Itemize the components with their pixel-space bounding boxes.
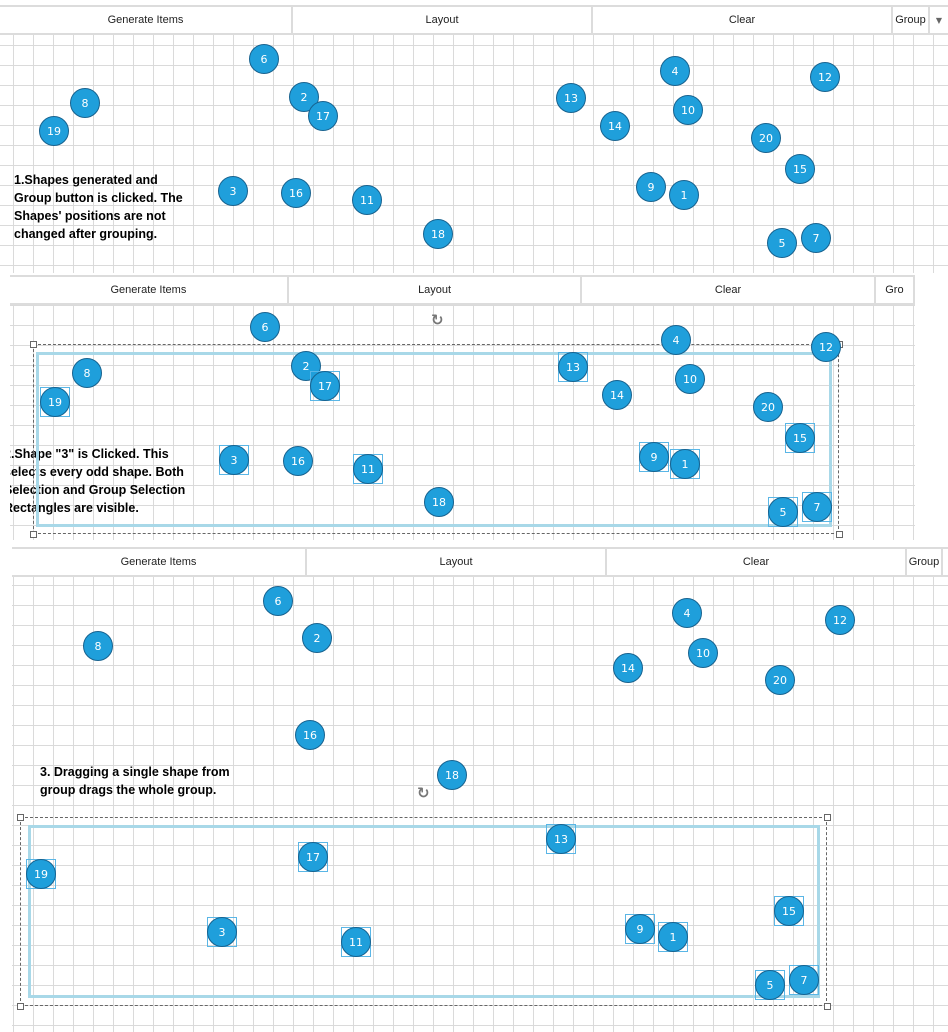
toolbar: Generate Items Layout Clear Group ▼ <box>0 5 948 35</box>
circle-shape[interactable]: 13 <box>556 83 586 113</box>
circle-shape[interactable]: 11 <box>352 185 382 215</box>
generate-items-button[interactable]: Generate Items <box>10 277 289 303</box>
selection-rectangle <box>20 817 827 1006</box>
generate-items-button[interactable]: Generate Items <box>12 549 307 575</box>
diagram-canvas[interactable] <box>12 577 948 1032</box>
circle-shape[interactable]: 16 <box>283 446 313 476</box>
circle-shape[interactable]: 20 <box>753 392 783 422</box>
group-selection-rectangle <box>28 825 820 998</box>
circle-shape[interactable]: 17 <box>308 101 338 131</box>
circle-shape[interactable]: 7 <box>789 965 819 995</box>
rotate-icon[interactable]: ↻ <box>417 784 430 802</box>
resize-handle[interactable] <box>824 814 831 821</box>
circle-shape[interactable]: 5 <box>768 497 798 527</box>
generate-items-button[interactable]: Generate Items <box>0 7 293 33</box>
circle-shape[interactable]: 12 <box>825 605 855 635</box>
layout-button[interactable]: Layout <box>293 7 593 33</box>
circle-shape[interactable]: 6 <box>250 312 280 342</box>
circle-shape[interactable]: 12 <box>811 332 841 362</box>
circle-shape[interactable]: 19 <box>39 116 69 146</box>
circle-shape[interactable]: 14 <box>600 111 630 141</box>
circle-shape[interactable]: 6 <box>263 586 293 616</box>
circle-shape[interactable]: 8 <box>83 631 113 661</box>
circle-shape[interactable]: 9 <box>636 172 666 202</box>
circle-shape[interactable]: 9 <box>639 442 669 472</box>
layout-button[interactable]: Layout <box>289 277 583 303</box>
circle-shape[interactable]: 6 <box>249 44 279 74</box>
clear-button[interactable]: Clear <box>607 549 907 575</box>
circle-shape[interactable]: 13 <box>546 824 576 854</box>
clear-button[interactable]: Clear <box>582 277 876 303</box>
resize-handle[interactable] <box>824 1003 831 1010</box>
circle-shape[interactable]: 10 <box>675 364 705 394</box>
circle-shape[interactable]: 10 <box>673 95 703 125</box>
circle-shape[interactable]: 17 <box>298 842 328 872</box>
circle-shape[interactable]: 8 <box>72 358 102 388</box>
circle-shape[interactable]: 11 <box>341 927 371 957</box>
circle-shape[interactable]: 19 <box>40 387 70 417</box>
circle-shape[interactable]: 3 <box>207 917 237 947</box>
circle-shape[interactable]: 18 <box>423 219 453 249</box>
circle-shape[interactable]: 14 <box>602 380 632 410</box>
resize-handle[interactable] <box>17 1003 24 1010</box>
circle-shape[interactable]: 20 <box>765 665 795 695</box>
circle-shape[interactable]: 16 <box>281 178 311 208</box>
circle-shape[interactable]: 9 <box>625 914 655 944</box>
circle-shape[interactable]: 1 <box>658 922 688 952</box>
panel-3: Generate Items Layout Clear Group 3. Draggin… <box>12 547 948 1032</box>
group-button[interactable]: Gro <box>876 277 915 303</box>
group-selection-rectangle <box>36 352 832 527</box>
circle-shape[interactable]: 7 <box>802 492 832 522</box>
instruction-note: 3. Dragging a single shape from group dr… <box>40 765 230 797</box>
resize-handle[interactable] <box>17 814 24 821</box>
circle-shape[interactable]: 18 <box>437 760 467 790</box>
rotate-icon[interactable]: ↻ <box>431 311 444 329</box>
circle-shape[interactable]: 4 <box>660 56 690 86</box>
selection-rectangle <box>33 344 839 534</box>
toolbar: Generate Items Layout Clear Group <box>12 547 948 577</box>
circle-shape[interactable]: 14 <box>613 653 643 683</box>
resize-handle[interactable] <box>836 531 843 538</box>
resize-handle[interactable] <box>30 341 37 348</box>
circle-shape[interactable]: 4 <box>672 598 702 628</box>
circle-shape[interactable]: 7 <box>801 223 831 253</box>
circle-shape[interactable]: 1 <box>670 449 700 479</box>
resize-handle[interactable] <box>30 531 37 538</box>
circle-shape[interactable]: 2 <box>302 623 332 653</box>
group-button[interactable]: Group <box>907 549 943 575</box>
circle-shape[interactable]: 5 <box>767 228 797 258</box>
circle-shape[interactable]: 19 <box>26 859 56 889</box>
circle-shape[interactable]: 12 <box>810 62 840 92</box>
circle-shape[interactable]: 5 <box>755 970 785 1000</box>
circle-shape[interactable]: 17 <box>310 371 340 401</box>
circle-shape[interactable]: 1 <box>669 180 699 210</box>
circle-shape[interactable]: 3 <box>219 445 249 475</box>
circle-shape[interactable]: 16 <box>295 720 325 750</box>
instruction-note: 1.Shapes generated and Group button is c… <box>14 173 183 241</box>
clear-button[interactable]: Clear <box>593 7 893 33</box>
circle-shape[interactable]: 18 <box>424 487 454 517</box>
panel-1: Generate Items Layout Clear Group ▼ 1.Shapes … <box>0 5 948 273</box>
layout-button[interactable]: Layout <box>307 549 607 575</box>
group-button[interactable]: Group <box>893 7 930 33</box>
circle-shape[interactable]: 15 <box>774 896 804 926</box>
circle-shape[interactable]: 15 <box>785 423 815 453</box>
circle-shape[interactable]: 4 <box>661 325 691 355</box>
circle-shape[interactable]: 20 <box>751 123 781 153</box>
circle-shape[interactable]: 15 <box>785 154 815 184</box>
circle-shape[interactable]: 8 <box>70 88 100 118</box>
chevron-down-icon[interactable]: ▼ <box>935 15 943 25</box>
toolbar: Generate Items Layout Clear Gro <box>10 275 915 305</box>
circle-shape[interactable]: 3 <box>218 176 248 206</box>
circle-shape[interactable]: 11 <box>353 454 383 484</box>
circle-shape[interactable]: 10 <box>688 638 718 668</box>
circle-shape[interactable]: 13 <box>558 352 588 382</box>
